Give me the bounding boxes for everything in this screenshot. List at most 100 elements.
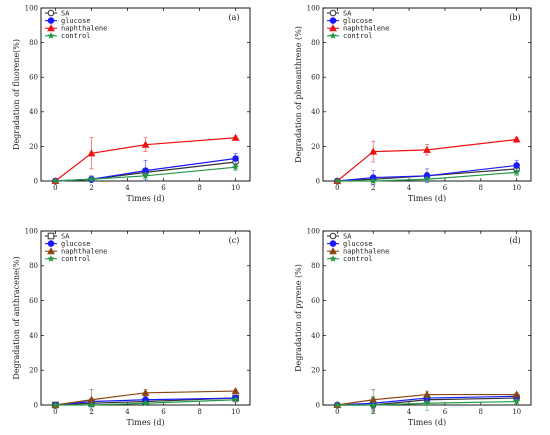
legend-entry: glucose [343,17,373,25]
y-tick-label: 80 [29,262,38,270]
legend-entry: naphthalene [343,248,389,256]
x-tick-label: 2 [89,184,93,192]
y-tick-label: 60 [311,74,320,82]
legend-entry: control [61,255,91,263]
series-line [337,400,517,406]
panel-label: (a) [228,13,239,22]
series-control [333,395,521,415]
x-tick-label: 6 [443,408,448,416]
data-point [333,401,342,409]
legend-entry: glucose [61,240,91,248]
y-tick-label: 20 [29,367,38,375]
legend-entry: naphthalene [61,25,107,33]
x-tick-label: 0 [335,184,339,192]
data-point [369,401,377,409]
y-tick-label: 40 [311,332,320,340]
x-tick-label: 8 [197,184,201,192]
legend-marker [47,254,55,263]
legend-marker [329,254,337,263]
y-tick-label: 0 [34,401,38,409]
x-tick-label: 8 [197,408,201,416]
data-point [51,177,60,185]
x-tick-label: 4 [125,184,130,192]
y-tick-label: 0 [316,401,320,409]
series-line [55,137,236,182]
data-point [231,387,240,395]
data-point [423,399,431,407]
x-axis-title: Times (d) [408,194,446,203]
x-tick-label: 0 [53,408,57,416]
y-tick-label: 60 [29,297,38,305]
y-tick-label: 40 [311,108,320,116]
data-point [141,171,150,180]
data-point [369,177,377,185]
y-tick-label: 100 [307,227,320,235]
x-tick-label: 10 [512,408,521,416]
legend-entry: glucose [343,240,373,248]
legend-marker [47,24,55,32]
y-tick-label: 80 [311,262,320,270]
legend-marker [329,232,337,240]
x-tick-label: 0 [335,408,339,416]
panel-label: (b) [509,13,520,22]
series-control [51,395,240,409]
data-point [333,177,342,185]
x-tick-label: 2 [89,408,93,416]
data-point [141,399,150,407]
data-point [512,390,521,398]
x-tick-label: 10 [231,184,240,192]
legend-marker [329,31,337,40]
x-tick-label: 4 [407,184,412,192]
y-tick-label: 60 [311,297,320,305]
y-tick-label: 60 [29,74,38,82]
y-tick-label: 100 [25,227,38,235]
legend-marker [329,240,337,247]
data-point [87,149,96,157]
series-line [337,164,517,182]
chart-panel-a: 0 20 40 60 80 100 0 2 4 6 8 10 Times (d) Degradation … [12,4,251,203]
series-line [337,395,517,406]
legend-marker [47,232,55,240]
chart-panel-c: 0 20 40 60 80 100 0 2 4 6 8 10 Times (d) Degradation … [12,227,251,427]
data-point [512,168,521,176]
y-tick-label: 40 [29,108,38,116]
data-point [231,163,240,171]
series-line [55,166,236,182]
legend-marker [47,31,55,40]
data-point [423,175,431,183]
legend-marker [47,240,55,247]
y-tick-label: 100 [307,4,320,12]
legend-entry: control [61,32,91,40]
y-axis-title: Degradation of anthracene(%) [12,256,21,379]
data-point [87,175,96,183]
legend-entry: naphthalene [61,248,107,256]
data-point [141,388,150,396]
legend-marker [47,247,55,255]
legend-entry: glucose [61,17,91,25]
x-axis-title: Times (d) [126,194,164,203]
y-tick-label: 80 [29,39,38,47]
data-point [423,145,431,153]
legend-entry: control [343,32,373,40]
data-point [369,147,378,155]
legend-marker [329,17,337,24]
data-point [512,135,521,143]
y-axis-title: Degradation of fluorene(%) [12,39,21,150]
legend-marker [329,24,337,32]
panel-label: (d) [509,236,520,245]
series-line [337,393,517,406]
series-control [333,168,521,185]
y-axis-title: Degradation of pyrene (%) [294,264,303,372]
x-tick-label: 8 [479,184,483,192]
y-axis-title: Degradation of phenanthrene (%) [294,26,303,163]
x-tick-label: 10 [231,408,240,416]
y-tick-label: 0 [34,177,38,185]
x-tick-label: 4 [125,408,130,416]
x-tick-label: 0 [53,184,57,192]
legend-entry: control [343,255,373,263]
legend-marker [329,247,337,255]
